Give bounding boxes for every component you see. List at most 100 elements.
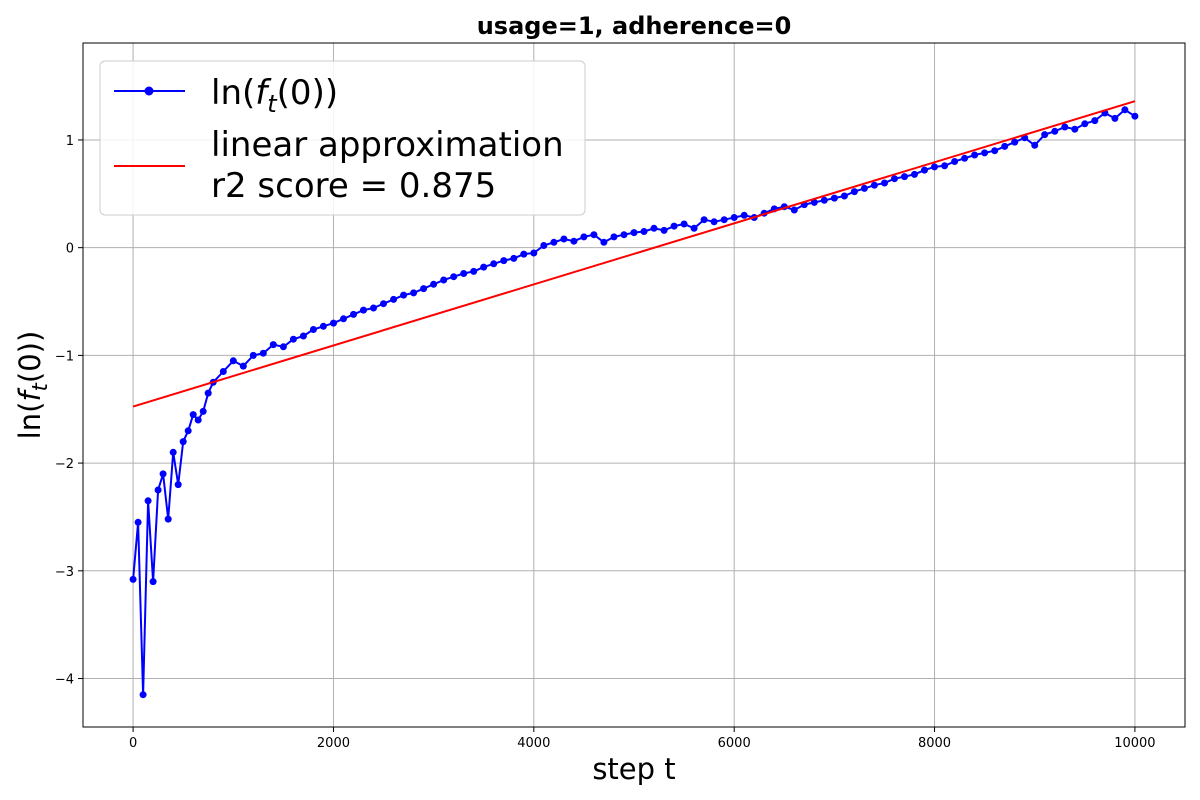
y-tick-label-3: −1: [55, 349, 74, 364]
series-ln-ft0-point-108: [1131, 112, 1139, 120]
series-ln-ft0-point-34: [390, 295, 398, 303]
series-ln-ft0-point-8: [169, 448, 177, 456]
series-ln-ft0-point-39: [440, 276, 448, 284]
series-ln-ft0-point-31: [360, 306, 367, 314]
series-ln-ft0-point-5: [154, 486, 162, 494]
legend-label-series-suffix: (0)): [277, 73, 338, 113]
legend: ln(ft(0)) linear approximation r2 score …: [99, 60, 586, 216]
series-ln-ft0-point-17: [219, 368, 227, 375]
x-tick-label-4: 8000: [918, 736, 951, 751]
series-ln-ft0-point-15: [204, 389, 212, 397]
series-ln-ft0-point-79: [840, 192, 848, 200]
series-ln-ft0-point-40: [450, 273, 458, 281]
x-tick-label-0: 0: [129, 736, 137, 751]
series-ln-ft0-point-87: [921, 166, 928, 174]
series-ln-ft0-point-30: [350, 310, 357, 318]
series-ln-ft0-point-91: [961, 154, 969, 162]
legend-box: [99, 60, 586, 216]
series-ln-ft0-point-69: [740, 211, 748, 219]
series-ln-ft0-point-101: [1061, 123, 1069, 131]
x-axis: 0 2000 4000 6000 8000 10000: [129, 727, 1156, 751]
series-ln-ft0-point-41: [460, 270, 468, 277]
series-ln-ft0-point-98: [1031, 141, 1039, 149]
x-tick-label-2: 4000: [517, 736, 550, 751]
series-ln-ft0-point-61: [660, 226, 668, 234]
y-tick-label-5: 1: [66, 134, 74, 149]
x-tick-label-3: 6000: [718, 736, 751, 751]
series-ln-ft0-point-77: [820, 196, 828, 204]
series-ln-ft0-point-96: [1011, 138, 1019, 146]
series-ln-ft0-point-86: [911, 170, 918, 178]
legend-label-fit-line1: linear approximation: [211, 125, 564, 165]
series-ln-ft0-point-94: [991, 147, 999, 155]
series-linear-approximation: [132, 100, 1136, 408]
series-ln-ft0-point-13: [194, 416, 202, 424]
y-tick-label-1: −3: [55, 565, 74, 580]
series-ln-ft0-point-68: [730, 214, 738, 221]
series-ln-ft0-point-48: [530, 249, 538, 257]
y-tick-label-0: −4: [55, 673, 74, 688]
chart-title: usage=1, adherence=0: [477, 12, 792, 40]
legend-label-series-sub: t: [267, 90, 278, 118]
x-axis-label: step t: [592, 752, 675, 786]
y-axis: −4 −3 −2 −1 0 1: [55, 134, 83, 688]
y-axis-label: ln(ft(0)): [13, 331, 52, 440]
series-ln-ft0-point-88: [931, 163, 938, 171]
series-ln-ft0-point-92: [971, 151, 979, 159]
legend-label-series-prefix: ln(: [211, 73, 255, 113]
y-tick-label-4: 0: [66, 242, 74, 257]
series-ln-ft0-point-62: [670, 222, 678, 230]
series-ln-ft0-point-6: [159, 470, 167, 478]
series-ln-ft0-point-22: [269, 341, 277, 349]
series-ln-ft0-point-23: [279, 343, 287, 351]
y-axis-label-prefix: ln(: [13, 402, 47, 440]
series-ln-ft0-point-33: [380, 300, 387, 308]
series-ln-ft0-point-32: [370, 304, 377, 312]
series-ln-ft0-point-10: [179, 438, 187, 446]
series-ln-ft0-point-36: [410, 289, 418, 297]
series-ln-ft0-point-47: [520, 250, 528, 258]
legend-label-series: ln(ft(0)): [211, 73, 338, 118]
series-ln-ft0-point-14: [199, 407, 207, 415]
series-ln-ft0-point-1: [134, 518, 142, 526]
series-ln-ft0-point-49: [540, 242, 548, 249]
series-ln-ft0-point-45: [500, 257, 508, 265]
series-ln-ft0-point-4: [149, 578, 157, 586]
series-ln-ft0-point-42: [470, 267, 478, 275]
series-ln-ft0-point-55: [600, 238, 608, 246]
series-ln-ft0-point-83: [881, 179, 888, 187]
series-ln-ft0-point-43: [480, 263, 488, 271]
series-ln-ft0-point-0: [129, 575, 137, 583]
series-ln-ft0-point-19: [239, 362, 247, 370]
series-ln-ft0-point-58: [630, 229, 638, 237]
y-axis-label-suffix: (0)): [13, 331, 47, 383]
series-ln-ft0-point-24: [289, 335, 297, 343]
series-ln-ft0-point-9: [174, 481, 182, 489]
x-tick-label-5: 10000: [1114, 736, 1155, 751]
series-ln-ft0-point-56: [610, 233, 618, 241]
series-ln-ft0-point-11: [184, 427, 192, 435]
series-ln-ft0-point-25: [299, 332, 307, 340]
series-ln-ft0-point-51: [560, 235, 568, 243]
series-ln-ft0-point-53: [580, 233, 588, 241]
series-ln-ft0-point-26: [309, 326, 317, 333]
series-ln-ft0-point-28: [330, 319, 337, 327]
series-ln-ft0-point-38: [430, 280, 438, 288]
series-ln-ft0-point-100: [1051, 127, 1059, 135]
series-ln-ft0-point-2: [139, 691, 147, 699]
series-ln-ft0-point-46: [510, 254, 518, 262]
series-ln-ft0-point-104: [1091, 117, 1099, 125]
series-ln-ft0-point-59: [640, 228, 648, 235]
series-ln-ft0-point-99: [1041, 131, 1049, 139]
legend-marker-series: [144, 86, 154, 96]
series-ln-ft0-point-85: [901, 173, 908, 181]
series-ln-ft0-point-103: [1081, 120, 1089, 128]
series-ln-ft0-point-74: [790, 206, 798, 214]
series-ln-ft0-point-18: [229, 357, 237, 365]
series-ln-ft0-point-93: [981, 149, 989, 157]
series-ln-ft0-point-60: [650, 224, 658, 232]
series-ln-ft0-point-27: [319, 322, 327, 330]
series-ln-ft0-point-3: [144, 497, 152, 505]
y-tick-label-2: −2: [55, 457, 74, 472]
